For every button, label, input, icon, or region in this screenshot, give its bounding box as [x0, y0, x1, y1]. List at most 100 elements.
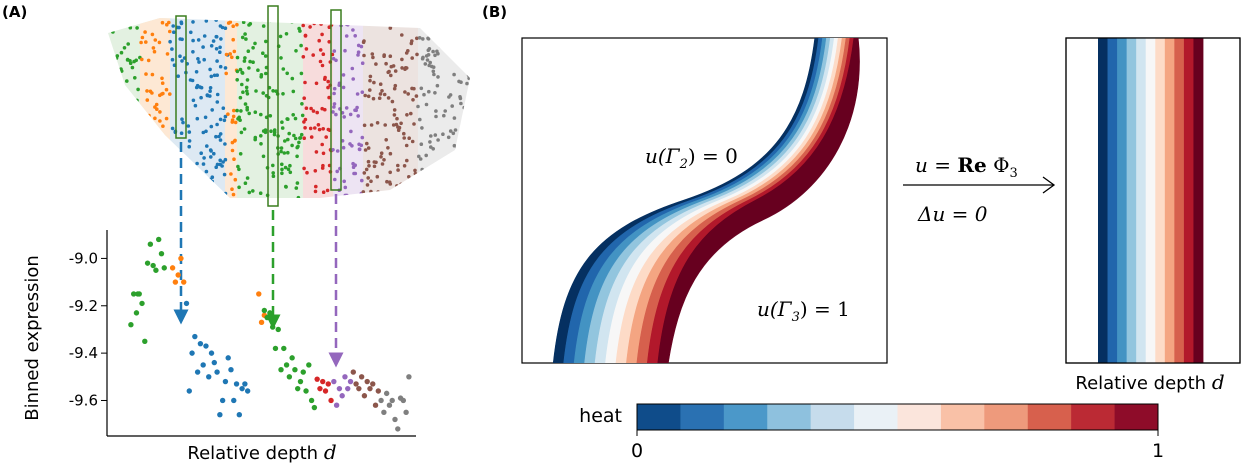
curved-domain: u(Γ2) = 0 u(Γ3) = 1 [521, 37, 888, 364]
slice-dot-orange [145, 147, 150, 151]
slice-dot-green [129, 174, 134, 178]
slice-dot-blue [218, 162, 222, 167]
slice-dot-green [126, 120, 131, 124]
slice-dot-orange [229, 172, 233, 176]
slice-dot-gray [447, 162, 451, 166]
slice-dot-blue [212, 151, 216, 156]
slice-dot-purple [359, 44, 364, 49]
slice-dot-gray [430, 191, 434, 196]
slice-dot-green [243, 32, 247, 36]
slice-dot-gray [458, 59, 463, 63]
slice-dot-blue [215, 92, 220, 97]
slice-dot-red [304, 47, 309, 51]
rectangle-band [1098, 38, 1108, 363]
slice-dot-orange [230, 187, 234, 191]
slice-dot-green [264, 39, 268, 44]
slice-dot-blue [178, 54, 182, 58]
slice-dot-blue [223, 191, 228, 196]
slice-dot-brown [369, 123, 374, 127]
slice-dot-green [119, 50, 124, 55]
scatter-point-brown [364, 378, 370, 385]
slice-dot-blue [208, 148, 213, 152]
rectangle-bands [1098, 38, 1204, 363]
slice-dot-orange [162, 181, 167, 185]
slice-dot-green [124, 107, 128, 112]
slice-dot-green [241, 20, 246, 25]
slice-dot-purple [343, 185, 348, 190]
scatter-point-blue [233, 381, 240, 387]
scatter-point-orange [178, 255, 184, 262]
slice-dot-gray [457, 154, 462, 159]
slice-dot-blue [197, 172, 201, 176]
slice-dot-gray [434, 114, 438, 119]
slice-dot-blue [215, 59, 219, 63]
slice-dot-green [295, 181, 300, 185]
slice-dot-green [261, 51, 265, 55]
slice-dot-blue [179, 131, 184, 135]
slice-dot-green [135, 26, 139, 30]
scatter-point-blue [183, 300, 190, 307]
slice-dot-blue [182, 170, 187, 175]
slice-dot-red [302, 96, 307, 100]
slice-dot-red [302, 166, 306, 171]
scatter-point-red [320, 378, 326, 385]
slice-dot-brown [371, 96, 376, 101]
slice-dot-brown [367, 164, 371, 168]
slice-dot-gray [459, 139, 464, 143]
slice-dot-blue [209, 155, 213, 159]
slice-dot-green [251, 46, 255, 50]
slice-dot-gray [426, 53, 431, 57]
slice-dot-blue [223, 66, 228, 70]
slice-dot-blue [205, 144, 209, 148]
colorbar-cell [1114, 404, 1159, 430]
scatter-point-brown [372, 402, 379, 408]
slice-dot-blue [168, 39, 172, 44]
slice-dot-red [326, 127, 331, 132]
slice-dot-gray [467, 76, 470, 81]
slice-dot-orange [230, 140, 235, 145]
slice-dot-gray [418, 157, 423, 161]
slice-dot-orange [140, 35, 145, 40]
y-tick-label: -9.2 [69, 297, 98, 315]
slice-dot-green [235, 78, 239, 82]
slice-dot-purple [332, 86, 337, 91]
slice-dot-brown [387, 180, 392, 184]
slice-dot-gray [464, 159, 468, 163]
rectangle-band [1107, 38, 1118, 363]
x-axis-label-var: d [324, 440, 337, 464]
slice-dot-green [245, 92, 250, 96]
slice-dot-orange [159, 177, 164, 182]
slice-dot-gray [458, 143, 462, 147]
slice-dot-orange [167, 160, 171, 164]
slice-layer-gray [418, 18, 470, 198]
slice-dot-red [326, 85, 330, 90]
slice-dot-orange [162, 191, 166, 196]
slice-dot-green [109, 181, 114, 186]
scatter-point-green [269, 324, 276, 330]
slice-dot-green [278, 34, 283, 39]
scatter-point-green [308, 397, 315, 404]
scatter-point-green [139, 300, 145, 307]
slice-dot-green [297, 26, 301, 31]
slice-dot-green [295, 154, 299, 159]
slice-dot-brown [368, 78, 372, 83]
slice-dot-orange [148, 89, 153, 94]
slice-dot-purple [359, 143, 364, 148]
slice-dot-orange [144, 72, 148, 76]
slice-dot-gray [424, 153, 429, 158]
colorbar-max-label: 1 [1152, 440, 1164, 462]
slice-dot-green [292, 133, 296, 138]
slice-dot-green [125, 79, 129, 83]
slice-dot-red [305, 170, 309, 175]
slice-dot-green [245, 105, 249, 110]
rectangle-band [1174, 38, 1185, 363]
slice-dot-red [312, 21, 317, 26]
slice-dot-blue [187, 139, 192, 143]
slice-dot-blue [209, 124, 214, 129]
scatter-point-green [292, 367, 298, 373]
slice-dot-green [109, 163, 114, 168]
slice-dot-green [287, 18, 292, 22]
scatter-point-blue [217, 411, 223, 418]
slice-dot-green [116, 151, 121, 156]
slice-dot-purple [353, 108, 357, 112]
